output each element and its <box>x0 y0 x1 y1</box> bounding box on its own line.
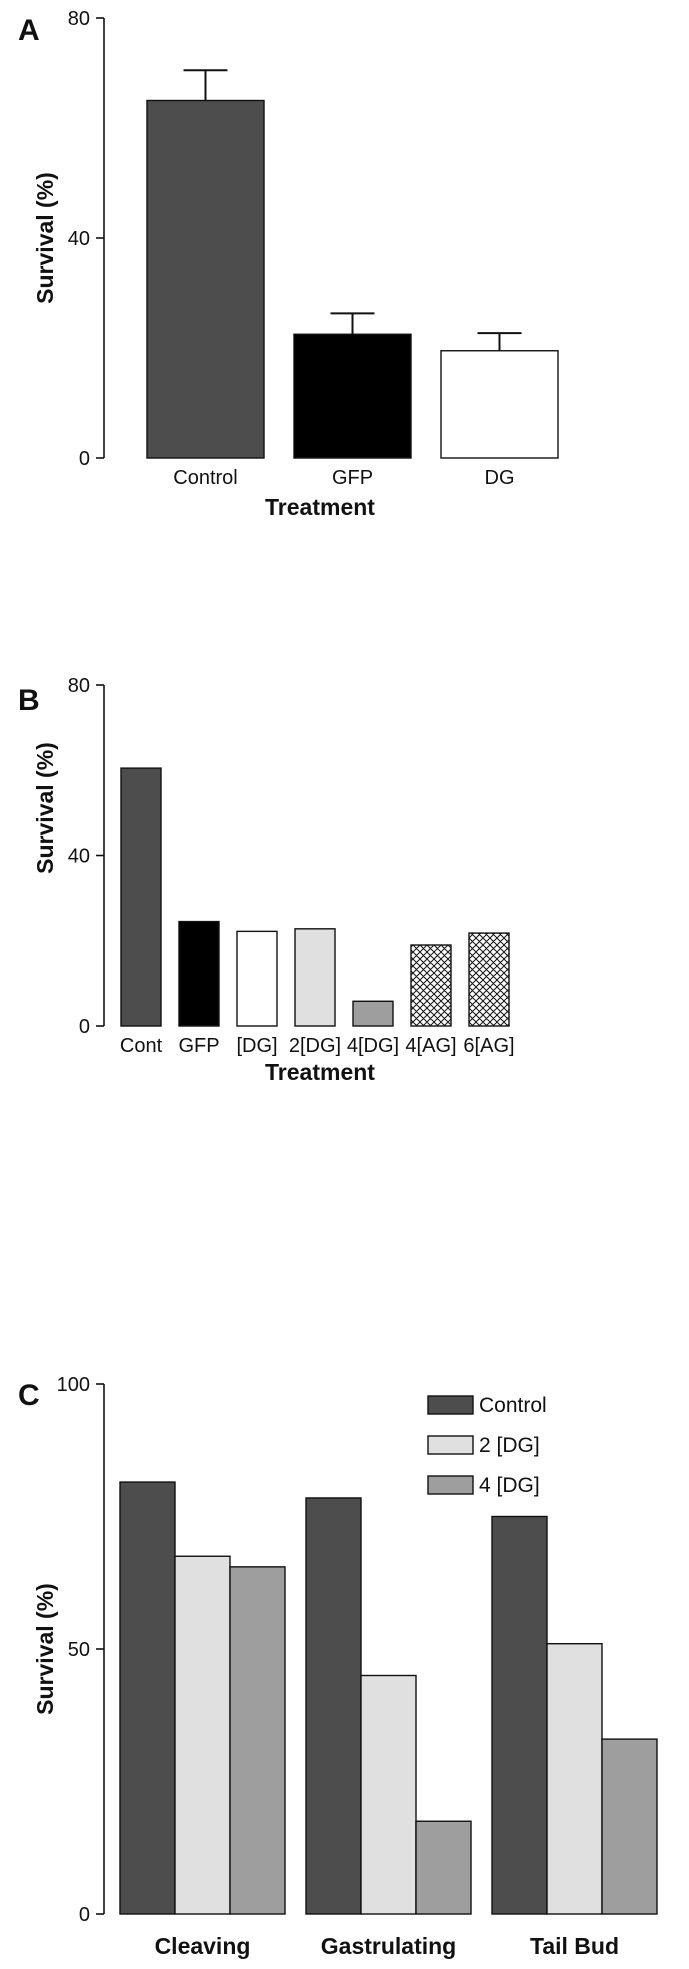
chart-a-bars <box>146 69 559 459</box>
chart-a-xlabel-2: DG <box>485 467 515 489</box>
chart-c-ytick-label-2: 100 <box>57 1374 90 1396</box>
chart-a-bar-1 <box>293 333 412 459</box>
chart-b-y-axis-title: Survival (%) <box>32 742 58 874</box>
chart-c-bar-1-2 <box>415 1820 472 1915</box>
chart-b-xlabel-6: 6[AG] <box>463 1035 514 1057</box>
chart-b-xlabel-4: 4[DG] <box>347 1035 399 1057</box>
chart-c-ytick-label-0: 0 <box>79 1904 90 1926</box>
chart-b-bar-6 <box>468 932 510 1027</box>
chart-b: 0 40 80 Cont GFP [DG] 2[DG] 4[DG] 4[AG] 6[AG] Su… <box>32 675 515 1085</box>
chart-c-legend-label-0: Control <box>479 1394 547 1417</box>
chart-a-x-labels: Control GFP DG <box>173 467 514 489</box>
panel-letter-c: C <box>18 1379 40 1412</box>
chart-b-bar-4 <box>352 1000 394 1027</box>
chart-c-legend-swatch-2 <box>427 1475 474 1495</box>
chart-c-y-ticks: 0 50 100 <box>57 1374 104 1926</box>
chart-c-legend-label-1: 2 [DG] <box>479 1434 540 1457</box>
chart-c-bar-0-2 <box>229 1566 286 1915</box>
chart-c-bar-0-1 <box>174 1555 231 1915</box>
chart-b-y-ticks: 0 40 80 <box>68 675 104 1038</box>
chart-b-xlabel-1: GFP <box>178 1035 219 1057</box>
chart-c-x-labels: Cleaving Gastrulating Tail Bud <box>155 1933 619 1959</box>
chart-c-bar-1-1 <box>360 1674 417 1915</box>
chart-b-bar-3 <box>294 928 336 1027</box>
chart-b-xlabel-0: Cont <box>120 1035 163 1057</box>
chart-b-ytick-label-0: 0 <box>79 1016 90 1038</box>
chart-c-bar-1-0 <box>305 1497 362 1915</box>
chart-c-xlabel-1: Gastrulating <box>321 1933 456 1959</box>
chart-b-bar-1 <box>178 920 220 1027</box>
chart-b-bar-0 <box>120 767 162 1027</box>
chart-c-y-axis-title: Survival (%) <box>32 1583 58 1715</box>
chart-b-xlabel-3: 2[DG] <box>289 1035 341 1057</box>
chart-c-legend-label-2: 4 [DG] <box>479 1474 540 1497</box>
chart-a-x-axis-title: Treatment <box>265 494 375 520</box>
chart-b-bar-5 <box>410 944 452 1027</box>
chart-a-bar-0 <box>146 99 265 459</box>
chart-a-ytick-label-0: 0 <box>79 448 90 470</box>
chart-a-y-ticks: 0 40 80 <box>68 8 104 470</box>
chart-a-bar-2 <box>440 350 559 459</box>
chart-a-xlabel-1: GFP <box>332 467 373 489</box>
chart-a-y-axis-title: Survival (%) <box>32 172 58 304</box>
chart-c-legend-swatch-0 <box>427 1395 474 1415</box>
chart-b-x-axis-title: Treatment <box>265 1059 375 1085</box>
chart-b-x-labels: Cont GFP [DG] 2[DG] 4[DG] 4[AG] 6[AG] <box>120 1035 515 1057</box>
chart-a: 0 40 80 Control GFP DG Survival (%) Treatmen… <box>32 8 559 520</box>
chart-b-bar-2 <box>236 930 278 1027</box>
chart-c-bar-0-0 <box>119 1481 176 1915</box>
chart-b-ytick-label-2: 80 <box>68 675 90 697</box>
chart-c-bars <box>119 1481 658 1915</box>
chart-c-legend-swatch-1 <box>427 1435 474 1455</box>
chart-c-bar-2-2 <box>601 1738 658 1915</box>
chart-c-xlabel-0: Cleaving <box>155 1933 251 1959</box>
chart-a-xlabel-0: Control <box>173 467 237 489</box>
chart-c: 0 50 100 Cleaving Gastrulating Tail Bud Cont… <box>32 1374 658 1959</box>
chart-a-ytick-label-1: 40 <box>68 228 90 250</box>
panel-letter-b: B <box>18 684 40 717</box>
chart-b-xlabel-5: 4[AG] <box>405 1035 456 1057</box>
chart-b-xlabel-2: [DG] <box>236 1035 277 1057</box>
chart-c-ytick-label-1: 50 <box>68 1639 90 1661</box>
chart-c-bar-2-0 <box>491 1515 548 1915</box>
chart-c-bar-2-1 <box>546 1642 603 1915</box>
chart-b-ytick-label-1: 40 <box>68 846 90 868</box>
panel-letter-a: A <box>18 14 40 47</box>
chart-c-legend: Control 2 [DG] 4 [DG] <box>427 1394 547 1497</box>
chart-b-bars <box>120 767 510 1027</box>
chart-c-xlabel-2: Tail Bud <box>530 1933 619 1959</box>
chart-a-ytick-label-2: 80 <box>68 8 90 30</box>
